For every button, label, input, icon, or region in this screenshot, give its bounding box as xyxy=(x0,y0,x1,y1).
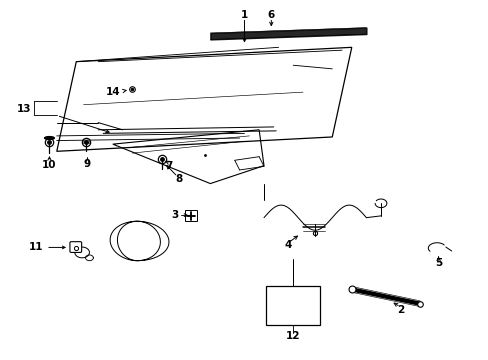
Text: 11: 11 xyxy=(29,242,43,252)
Text: 6: 6 xyxy=(267,10,274,20)
Text: 10: 10 xyxy=(42,159,57,170)
Text: 12: 12 xyxy=(285,331,300,341)
Text: 1: 1 xyxy=(241,10,247,20)
Text: 3: 3 xyxy=(171,210,179,220)
Text: 5: 5 xyxy=(434,258,441,268)
Ellipse shape xyxy=(44,136,54,139)
Text: 4: 4 xyxy=(284,240,291,250)
Text: 8: 8 xyxy=(175,174,182,184)
Text: 2: 2 xyxy=(396,305,404,315)
Text: 7: 7 xyxy=(165,161,172,171)
Text: 14: 14 xyxy=(105,87,120,97)
Bar xyxy=(266,286,320,325)
Text: 13: 13 xyxy=(17,104,31,114)
Text: 9: 9 xyxy=(84,159,91,169)
